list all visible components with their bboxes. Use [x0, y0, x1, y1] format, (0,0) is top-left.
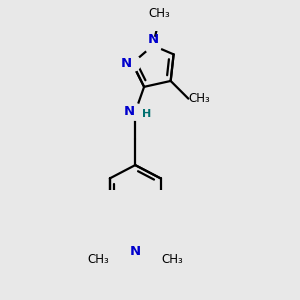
Circle shape — [127, 237, 143, 253]
Circle shape — [145, 37, 161, 54]
Text: N: N — [130, 245, 141, 258]
Text: CH₃: CH₃ — [162, 253, 184, 266]
Text: N: N — [147, 32, 158, 46]
Text: CH₃: CH₃ — [188, 92, 210, 105]
Circle shape — [127, 104, 143, 120]
Text: CH₃: CH₃ — [148, 8, 170, 20]
Circle shape — [124, 55, 141, 71]
Text: N: N — [121, 57, 132, 70]
Text: CH₃: CH₃ — [87, 253, 109, 266]
Text: H: H — [142, 109, 151, 119]
Text: N: N — [124, 105, 135, 119]
